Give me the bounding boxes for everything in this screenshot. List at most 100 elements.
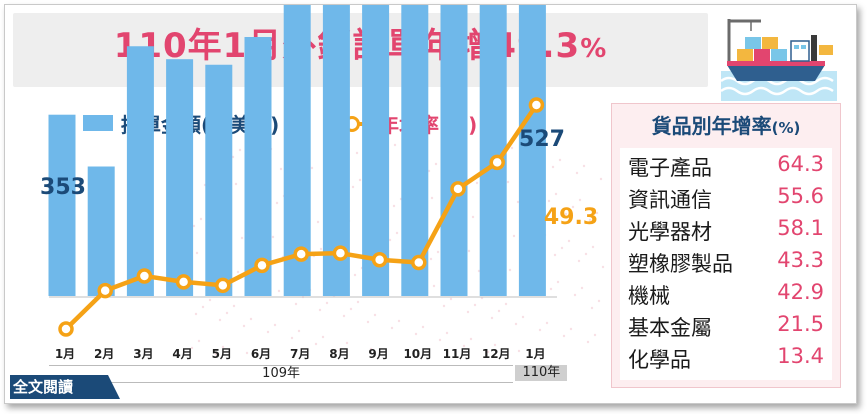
list-item: 光學器材 58.1 (628, 216, 824, 246)
map-dot (462, 344, 466, 348)
x-tick-label: 9月 (368, 347, 388, 361)
list-item: 基本金屬 21.5 (628, 312, 824, 342)
chart-bar (440, 5, 468, 297)
map-dot (564, 212, 568, 216)
growth-point (293, 246, 309, 262)
map-dot (353, 273, 357, 277)
map-dot (588, 218, 592, 222)
growth-point (58, 321, 74, 337)
map-dot (442, 304, 446, 308)
map-dot (569, 327, 573, 331)
bar-value-label: 353 (40, 175, 86, 200)
panel-title-text: 貨品別年增率 (651, 114, 772, 138)
legend-bar-swatch (83, 115, 113, 131)
panel-title: 貨品別年增率(%) (612, 110, 840, 139)
map-dot (310, 166, 314, 170)
map-dot (580, 286, 584, 290)
map-dot (266, 330, 270, 334)
product-name: 光學器材 (628, 220, 712, 244)
map-dot (567, 239, 571, 243)
map-dot (430, 196, 434, 200)
map-dot (290, 336, 294, 340)
panel-body: 電子產品 64.3 資訊通信 55.6 光學器材 58.1 塑橡膠製品 43.3 機械 4… (620, 148, 832, 380)
title-unit: % (580, 34, 608, 64)
product-value: 21.5 (777, 312, 824, 336)
infographic-frame: 110年1月外銷訂單年增49.3% 接單金額(億美元) 年增率(%) 1月2月3… (4, 4, 857, 404)
map-dot (427, 169, 431, 173)
growth-point (450, 181, 466, 197)
map-dot (573, 293, 577, 297)
map-dot (578, 198, 582, 202)
map-dot (397, 319, 401, 323)
map-dot (512, 234, 516, 238)
map-dot (314, 342, 318, 346)
map-dot (582, 164, 586, 168)
map-dot (240, 236, 244, 240)
map-dot (434, 162, 438, 166)
list-item: 資訊通信 55.6 (628, 184, 824, 214)
map-dot (249, 317, 253, 321)
x-tick-label: 8月 (329, 347, 349, 361)
map-dot (358, 178, 362, 182)
x-tick-label: 1月 (525, 347, 545, 361)
map-dot (584, 252, 588, 256)
map-dot (521, 315, 525, 319)
map-dot (599, 177, 603, 181)
map-dot (438, 338, 442, 342)
chart-bar (48, 114, 76, 296)
year-band-109: 109年 (49, 365, 514, 383)
map-dot (369, 347, 373, 351)
map-dot (467, 249, 471, 253)
map-dot (395, 231, 399, 235)
list-item: 電子產品 64.3 (628, 152, 824, 182)
map-dot (245, 351, 249, 355)
map-dot (571, 205, 575, 209)
product-value: 42.9 (777, 280, 824, 304)
map-dot (547, 199, 551, 203)
map-dot (590, 306, 594, 310)
map-dot (197, 339, 201, 343)
x-tick-label: 2月 (94, 347, 114, 361)
map-dot (508, 268, 512, 272)
x-tick-label: 5月 (212, 347, 232, 361)
line-value-label: 49.3 (544, 205, 598, 230)
map-dot (490, 316, 494, 320)
map-dot (294, 302, 298, 306)
map-dot (553, 253, 557, 257)
product-growth-panel: 貨品別年增率(%) 電子產品 64.3 資訊通信 55.6 光學器材 58.1 塑橡膠… (611, 103, 841, 388)
map-dot (554, 192, 558, 196)
cargo-ship-icon (721, 19, 837, 101)
map-dot (316, 220, 320, 224)
map-dot (351, 185, 355, 189)
orders-chart: 1月 2月 3月 4月 5月 6月 7月 8月 9月 10月 11月 12月 1月 353 527 49.3 (40, 5, 605, 361)
map-dot (297, 329, 301, 333)
x-tick-label: 4月 (172, 347, 192, 361)
map-dot (549, 287, 553, 291)
map-dot (562, 334, 566, 338)
growth-point (528, 97, 545, 113)
map-dot (473, 303, 477, 307)
fulltext-button[interactable]: 全文閱讀 (13, 378, 74, 396)
map-dot (577, 259, 581, 263)
map-dot (214, 352, 218, 356)
map-dot (218, 318, 222, 322)
growth-point (136, 268, 153, 284)
chart-bar (126, 46, 154, 296)
x-tick-label: 3月 (133, 347, 153, 361)
map-dot (493, 343, 497, 347)
product-name: 化學品 (628, 348, 691, 372)
map-dot (366, 320, 370, 324)
map-dot (319, 247, 323, 251)
map-dot (506, 180, 510, 184)
growth-point (489, 154, 505, 171)
map-dot (510, 146, 514, 150)
year-band-110: 110年 (515, 365, 568, 381)
map-dot (486, 350, 490, 354)
map-dot (556, 280, 560, 284)
map-dot (393, 143, 397, 147)
growth-point (97, 282, 113, 299)
map-dot (545, 321, 549, 325)
panel-title-unit: (%) (771, 119, 801, 137)
map-dot (601, 265, 605, 269)
product-value: 64.3 (777, 152, 824, 176)
